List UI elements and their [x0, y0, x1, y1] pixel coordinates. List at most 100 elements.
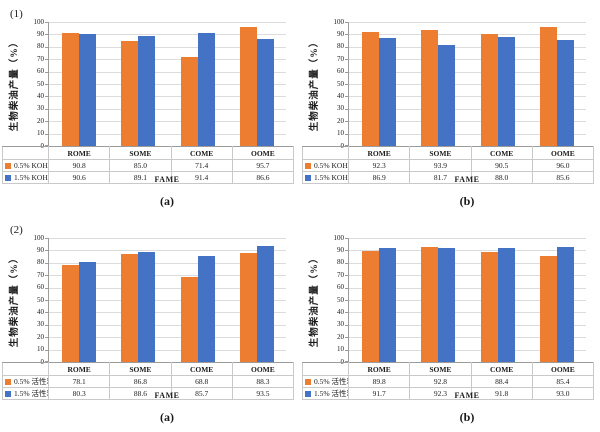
category-header-cell: COME	[470, 146, 533, 160]
y-tick-mark	[345, 121, 349, 123]
category-header-cell: COME	[170, 362, 233, 376]
y-tick-mark	[45, 145, 49, 146]
y-tick-mark	[45, 34, 49, 36]
chart-panel-1a: (1) 生物柴油产量（%） 0 10 20 30 40 50 60 70 80 90 100 ROME SO…	[0, 0, 300, 216]
value-cell: 89.8	[347, 375, 411, 388]
y-tick-mark	[45, 46, 49, 48]
bar-0-5-活性炭-rome	[361, 250, 379, 362]
bar-group-some	[409, 238, 469, 362]
data-table: ROME SOME COME OOME 0.5% KOH 90.8 85.0 71.4 95.7…	[2, 146, 295, 184]
y-tick-label: 100	[33, 233, 45, 242]
y-tick-label: 60	[337, 283, 344, 292]
gridline	[349, 324, 586, 326]
category-header-cell: OOME	[231, 146, 295, 160]
table-corner-cell	[302, 146, 349, 160]
y-tick-label: 20	[37, 116, 44, 125]
y-tick-mark	[45, 361, 49, 362]
value-cell: 71.4	[170, 159, 233, 172]
y-tick-label: 100	[333, 17, 345, 26]
gridline	[49, 71, 286, 73]
gridline	[349, 275, 586, 277]
y-tick-label: 20	[37, 332, 44, 341]
value-cell: 88.3	[231, 375, 295, 388]
panel-label: (1)	[10, 8, 23, 20]
bar-1-5-活性炭-come	[197, 255, 215, 362]
plot-area	[45, 22, 286, 146]
value-cell: 85.6	[531, 171, 595, 184]
y-tick-label: 70	[37, 270, 44, 279]
y-tick-mark	[345, 22, 349, 23]
gridline	[349, 59, 586, 61]
bar-0-5-活性炭-oome	[540, 256, 558, 362]
category-header-cell: ROME	[47, 362, 111, 376]
gridline	[349, 121, 586, 123]
x-axis-title: FAME	[154, 391, 180, 400]
category-header-cell: ROME	[47, 146, 111, 160]
value-cell: 86.6	[231, 171, 295, 184]
gridline	[349, 337, 586, 339]
bar-0-5-koh-some	[421, 29, 439, 146]
bar-group-rome	[49, 238, 109, 362]
gridline	[49, 22, 286, 23]
y-tick-mark	[345, 238, 349, 239]
category-header-cell: OOME	[531, 146, 595, 160]
legend-swatch	[305, 378, 311, 385]
y-tick-label: 50	[337, 295, 344, 304]
gridline	[349, 84, 586, 85]
legend-entry: 1.5% KOH	[304, 173, 348, 182]
table-header-row: ROME SOME COME OOME	[302, 362, 595, 376]
series-row: 0.5% 活性炭78.186.868.888.3	[2, 375, 295, 388]
y-tick-label: 40	[337, 91, 344, 100]
series-row: 0.5% 活性炭89.892.888.485.4	[302, 375, 595, 388]
gridline	[349, 133, 586, 135]
bar-0-5-活性炭-some	[421, 246, 439, 362]
table-header-row: ROME SOME COME OOME	[2, 362, 295, 376]
y-tick-label: 60	[37, 283, 44, 292]
bar-0-5-活性炭-oome	[240, 252, 258, 362]
y-tick-mark	[345, 275, 349, 277]
bar-0-5-koh-rome	[361, 31, 379, 146]
value-cell: 68.8	[170, 375, 233, 388]
gridline	[349, 250, 586, 252]
bar-1-5-活性炭-some	[438, 247, 456, 362]
legend-swatch	[305, 390, 311, 397]
y-tick-mark	[345, 34, 349, 36]
bar-0-5-活性炭-come	[180, 276, 198, 362]
gridline	[349, 238, 586, 239]
gridline	[49, 238, 286, 239]
legend-cell-td: 0.5% KOH	[2, 159, 49, 172]
y-tick-mark	[45, 250, 49, 252]
y-tick-mark	[45, 275, 49, 277]
y-tick-mark	[345, 312, 349, 314]
bar-0-5-koh-come	[480, 33, 498, 146]
bar-group-come	[168, 22, 228, 146]
y-tick-label: 30	[37, 320, 44, 329]
bar-1-5-koh-oome	[257, 38, 275, 146]
legend-label: 1.5% 活性炭	[314, 389, 348, 398]
value-cell: 96.0	[531, 159, 595, 172]
bar-1-5-koh-come	[497, 36, 515, 146]
bar-1-5-koh-rome	[378, 38, 396, 146]
y-tick-mark	[45, 108, 49, 110]
category-header-cell: OOME	[531, 362, 595, 376]
y-tick-label: 90	[37, 29, 44, 38]
y-tick-label: 20	[337, 116, 344, 125]
value-cell: 92.3	[347, 159, 411, 172]
value-cell: 91.7	[347, 387, 411, 400]
gridline	[349, 96, 586, 98]
gridline	[349, 34, 586, 36]
y-tick-label: 80	[337, 258, 344, 267]
y-axis-title: 生物柴油产量（%）	[10, 36, 20, 132]
gridline	[349, 312, 586, 314]
y-tick-label: 0	[340, 141, 345, 150]
legend-label: 1.5% 活性炭	[14, 389, 48, 398]
gridline	[349, 108, 586, 110]
y-tick-mark	[45, 262, 49, 264]
bar-1-5-活性炭-oome	[557, 246, 575, 362]
gridline	[349, 71, 586, 73]
bar-0-5-koh-some	[121, 40, 139, 146]
value-cell: 85.7	[170, 387, 233, 400]
category-header-cell: SOME	[109, 146, 172, 160]
y-tick-mark	[345, 324, 349, 326]
